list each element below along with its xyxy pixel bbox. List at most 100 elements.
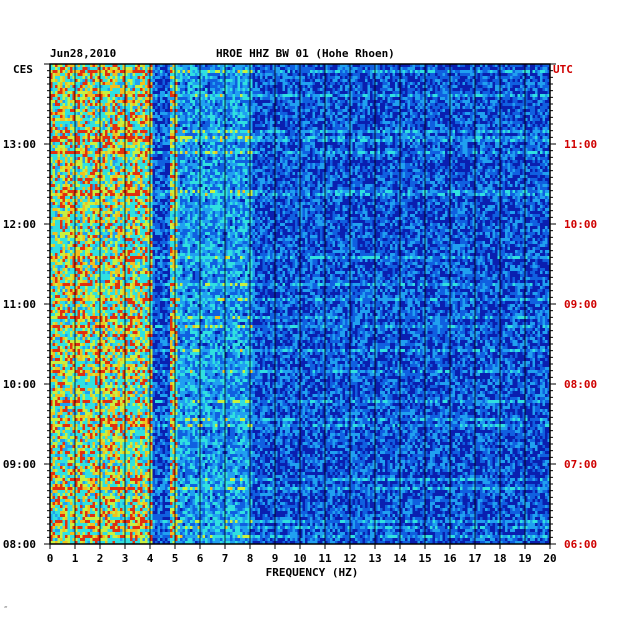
spectrogram-cell — [457, 70, 460, 73]
spectrogram-cell — [105, 85, 108, 88]
spectrogram-cell — [125, 139, 128, 142]
spectrogram-cell — [487, 145, 490, 148]
spectrogram-cell — [122, 154, 125, 157]
spectrogram-cell — [232, 106, 235, 109]
spectrogram-cell — [367, 136, 370, 139]
spectrogram-cell — [335, 151, 338, 154]
spectrogram-cell — [95, 124, 98, 127]
spectrogram-cell — [260, 133, 263, 136]
spectrogram-cell — [52, 91, 55, 94]
spectrogram-cell — [145, 91, 148, 94]
spectrogram-cell — [52, 121, 55, 124]
spectrogram-cell — [382, 91, 385, 94]
spectrogram-cell — [95, 130, 98, 133]
spectrogram-cell — [212, 73, 215, 76]
spectrogram-cell — [172, 88, 175, 91]
spectrogram-cell — [157, 73, 160, 76]
spectrogram-cell — [392, 151, 395, 154]
spectrogram-cell — [227, 145, 230, 148]
spectrogram-cell — [317, 136, 320, 139]
spectrogram-cell — [135, 103, 138, 106]
spectrogram-cell — [92, 76, 95, 79]
spectrogram-cell — [77, 103, 80, 106]
spectrogram-cell — [272, 148, 275, 151]
spectrogram-cell — [80, 133, 83, 136]
spectrogram-cell — [230, 85, 233, 88]
spectrogram-cell — [75, 94, 78, 97]
spectrogram-cell — [472, 112, 475, 115]
spectrogram-cell — [532, 142, 535, 145]
spectrogram-cell — [372, 112, 375, 115]
spectrogram-cell — [150, 100, 153, 103]
spectrogram-cell — [440, 139, 443, 142]
spectrogram-cell — [127, 127, 130, 130]
spectrogram-cell — [185, 115, 188, 118]
spectrogram-cell — [225, 88, 228, 91]
spectrogram-cell — [455, 97, 458, 100]
spectrogram-cell — [330, 109, 333, 112]
spectrogram-cell — [537, 103, 540, 106]
spectrogram-cell — [297, 151, 300, 154]
spectrogram-cell — [60, 88, 63, 91]
spectrogram-cell — [120, 115, 123, 118]
spectrogram-cell — [535, 151, 538, 154]
spectrogram-cell — [62, 121, 65, 124]
spectrogram-cell — [397, 88, 400, 91]
spectrogram-cell — [405, 151, 408, 154]
spectrogram-cell — [510, 127, 513, 130]
spectrogram-cell — [367, 154, 370, 157]
spectrogram-cell — [177, 100, 180, 103]
spectrogram-cell — [317, 94, 320, 97]
spectrogram-cell — [90, 139, 93, 142]
spectrogram-cell — [472, 70, 475, 73]
spectrogram-cell — [222, 121, 225, 124]
spectrogram-cell — [460, 94, 463, 97]
spectrogram-cell — [275, 73, 278, 76]
spectrogram-cell — [92, 70, 95, 73]
spectrogram-cell — [175, 100, 178, 103]
spectrogram-cell — [290, 109, 293, 112]
spectrogram-cell — [237, 112, 240, 115]
spectrogram-cell — [180, 85, 183, 88]
spectrogram-cell — [440, 130, 443, 133]
spectrogram-cell — [142, 100, 145, 103]
spectrogram-cell — [215, 142, 218, 145]
spectrogram-cell — [422, 151, 425, 154]
spectrogram-cell — [332, 112, 335, 115]
spectrogram-cell — [90, 142, 93, 145]
spectrogram-cell — [92, 91, 95, 94]
spectrogram-cell — [350, 136, 353, 139]
spectrogram-cell — [360, 142, 363, 145]
spectrogram-cell — [372, 157, 375, 160]
spectrogram-cell — [152, 88, 155, 91]
spectrogram-cell — [200, 64, 203, 67]
spectrogram-cell — [440, 121, 443, 124]
spectrogram-cell — [100, 118, 103, 121]
spectrogram-cell — [215, 118, 218, 121]
spectrogram-cell — [517, 139, 520, 142]
spectrogram-cell — [65, 142, 68, 145]
spectrogram-cell — [267, 64, 270, 67]
spectrogram-cell — [335, 91, 338, 94]
spectrogram-cell — [200, 100, 203, 103]
spectrogram-cell — [307, 157, 310, 160]
spectrogram-cell — [522, 112, 525, 115]
spectrogram-cell — [350, 76, 353, 79]
spectrogram-cell — [382, 136, 385, 139]
spectrogram-cell — [120, 103, 123, 106]
spectrogram-cell — [65, 124, 68, 127]
spectrogram-cell — [327, 100, 330, 103]
spectrogram-cell — [182, 73, 185, 76]
spectrogram-cell — [420, 154, 423, 157]
spectrogram-cell — [417, 64, 420, 67]
spectrogram-cell — [237, 157, 240, 160]
spectrogram-cell — [277, 76, 280, 79]
spectrogram-cell — [112, 154, 115, 157]
spectrogram-cell — [290, 133, 293, 136]
spectrogram-cell — [72, 145, 75, 148]
spectrogram-cell — [335, 157, 338, 160]
spectrogram-cell — [472, 115, 475, 118]
spectrogram-cell — [255, 82, 258, 85]
spectrogram-cell — [337, 136, 340, 139]
spectrogram-cell — [337, 76, 340, 79]
